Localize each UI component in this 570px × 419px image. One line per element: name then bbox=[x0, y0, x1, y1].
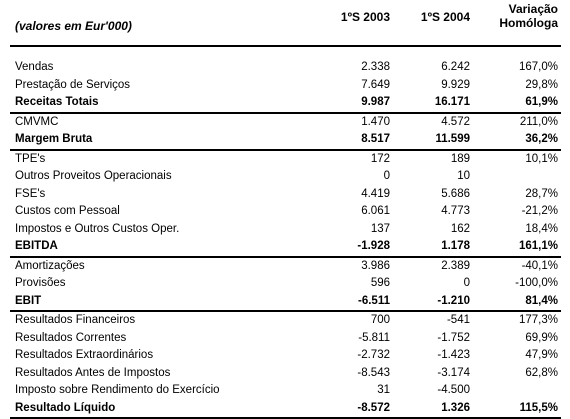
unit-label: (valores em Eur'000) bbox=[15, 19, 132, 33]
income-statement-table: (valores em Eur'000) 1ºS 2003 1ºS 2004 V… bbox=[10, 0, 561, 419]
table-row: Resultados Antes de Impostos-8.543-3.174… bbox=[10, 365, 561, 383]
column-header-variation: Variação Homóloga bbox=[470, 2, 558, 30]
column-header-2004: 1ºS 2004 bbox=[390, 10, 470, 24]
table-header: (valores em Eur'000) 1ºS 2003 1ºS 2004 V… bbox=[10, 0, 561, 45]
spacer bbox=[10, 47, 561, 59]
column-header-2003: 1ºS 2003 bbox=[310, 10, 390, 24]
